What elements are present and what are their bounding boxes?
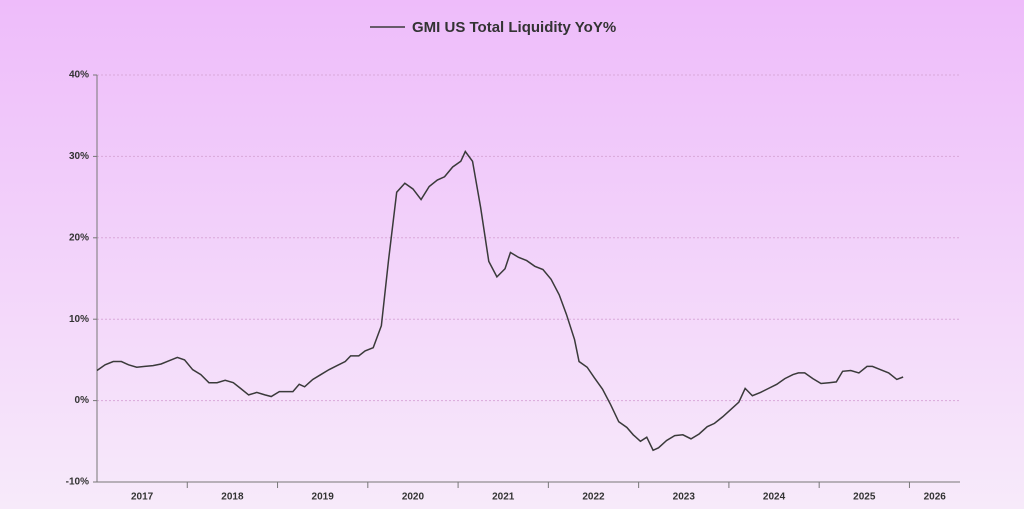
x-tick-label: 2021 — [492, 492, 515, 503]
y-tick-label: -10% — [66, 477, 89, 488]
x-tick-label: 2024 — [763, 492, 786, 503]
x-tick-label: 2023 — [673, 492, 696, 503]
y-tick-label: 40% — [69, 70, 89, 81]
y-tick-label: 0% — [75, 395, 90, 406]
x-tick-label: 2026 — [924, 492, 947, 503]
y-tick-label: 10% — [69, 314, 89, 325]
y-tick-label: 20% — [69, 232, 89, 243]
x-tick-label: 2020 — [402, 492, 425, 503]
x-tick-label: 2019 — [312, 492, 335, 503]
legend-label: GMI US Total Liquidity YoY% — [412, 19, 616, 36]
series-line — [96, 150, 904, 452]
x-tick-label: 2025 — [853, 492, 876, 503]
y-tick-label: 30% — [69, 151, 89, 162]
x-tick-label: 2017 — [131, 492, 154, 503]
x-tick-label: 2018 — [221, 492, 244, 503]
x-tick-label: 2022 — [582, 492, 605, 503]
